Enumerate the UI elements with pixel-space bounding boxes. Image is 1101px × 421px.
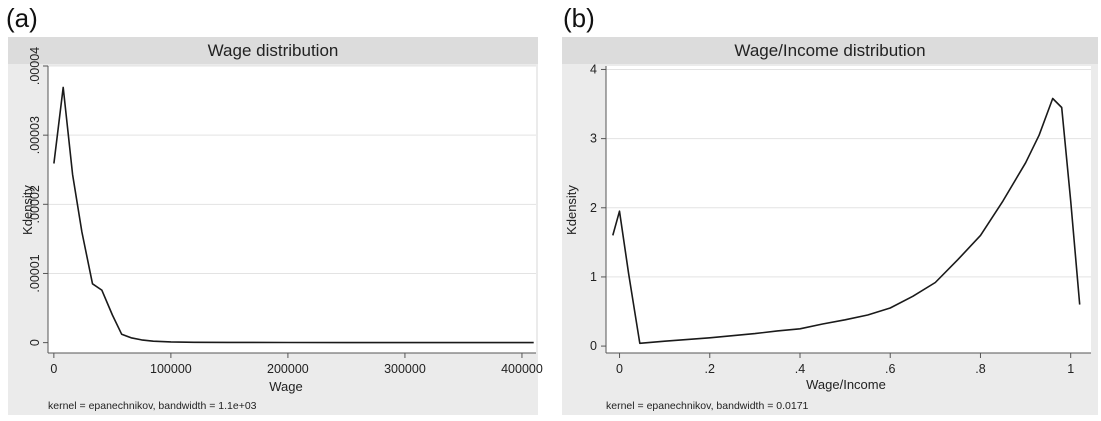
x-tick-label: 200000	[267, 362, 309, 376]
plot-area	[606, 66, 1091, 353]
kernel-note: kernel = epanechnikov, bandwidth = 1.1e+…	[48, 400, 257, 412]
y-tick-label: 4	[590, 62, 597, 76]
x-tick-label: .6	[885, 362, 895, 376]
kernel-note: kernel = epanechnikov, bandwidth = 0.017…	[606, 400, 809, 412]
x-tick-label: .8	[975, 362, 985, 376]
panel-label: (a)	[6, 3, 38, 33]
y-tick-label: .00001	[28, 254, 42, 292]
x-tick-label: 1	[1067, 362, 1074, 376]
x-tick-label: 300000	[384, 362, 426, 376]
chart-title: Wage distribution	[208, 41, 339, 60]
title-band	[562, 37, 1098, 64]
x-tick-label: .4	[795, 362, 805, 376]
y-tick-label: .00004	[28, 47, 42, 85]
x-tick-label: 100000	[150, 362, 192, 376]
chart-panel-1: (a) Wage distribution 0 .00001 .00002 .00003.…	[6, 3, 543, 415]
chart-panel-2: (b) Wage/Income distribution 0 1 2 3 4 0 .2 .4 .6.…	[562, 3, 1098, 415]
chart-title: Wage/Income distribution	[734, 41, 925, 60]
x-axis-label: Wage	[269, 379, 302, 394]
panel-label: (b)	[563, 3, 595, 33]
x-tick-label: .2	[705, 362, 715, 376]
x-tick-label: 400000	[501, 362, 543, 376]
y-tick-label: .00003	[28, 116, 42, 154]
y-tick-label: 2	[590, 201, 597, 215]
density-line	[612, 97, 1081, 345]
y-axis-label: Kdensity	[564, 185, 579, 235]
y-tick-label: 0	[590, 339, 597, 353]
y-tick-label: 1	[590, 270, 597, 284]
title-band	[8, 37, 538, 64]
plot-area	[48, 66, 536, 353]
x-axis-label: Wage/Income	[806, 377, 886, 392]
y-tick-label: 3	[590, 132, 597, 146]
x-tick-label: 0	[616, 362, 623, 376]
y-tick-label: .00002	[28, 185, 42, 223]
density-line	[53, 86, 534, 344]
y-axis-label: Kdensity	[20, 185, 35, 235]
y-tick-label: 0	[28, 339, 42, 346]
x-tick-label: 0	[50, 362, 57, 376]
